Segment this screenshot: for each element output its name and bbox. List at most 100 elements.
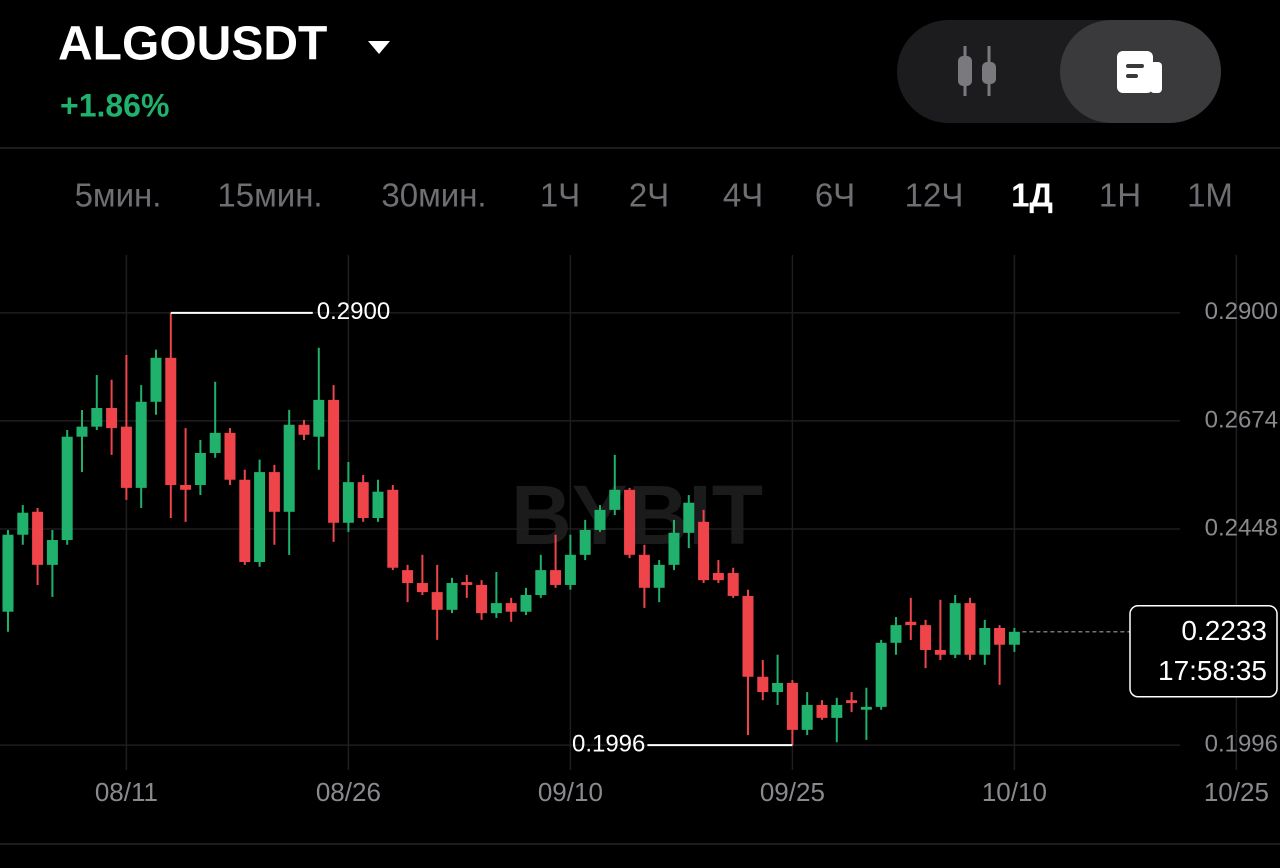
candle-body [416, 583, 428, 593]
timeframe-tab[interactable]: 2Ч [629, 177, 669, 214]
min-label: 0.1996 [572, 730, 645, 757]
timeframe-tab[interactable]: 1Ч [540, 177, 580, 214]
candle-body [653, 564, 665, 588]
timeframe-tab[interactable]: 1М [1187, 177, 1233, 214]
candle-body [2, 534, 14, 612]
candle-body [135, 401, 147, 488]
y-tick-label: 0.1996 [1205, 730, 1278, 757]
candle-body [505, 603, 517, 612]
countdown: 17:58:35 [1158, 655, 1267, 686]
candle-body [76, 426, 88, 437]
candle-body [979, 627, 991, 655]
max-label: 0.2900 [317, 298, 390, 325]
info-icon[interactable] [1117, 51, 1162, 93]
candle-body [712, 572, 724, 581]
candle-body [757, 676, 769, 693]
candle-body [994, 627, 1006, 645]
candle-icon[interactable] [958, 46, 996, 96]
candle-body [224, 432, 236, 480]
candle-body [846, 700, 858, 704]
x-tick-label: 08/11 [95, 777, 158, 807]
y-tick-label: 0.2674 [1205, 406, 1278, 433]
x-tick-label: 10/25 [1204, 777, 1269, 807]
candle-body [949, 603, 961, 655]
candle-body [772, 682, 784, 693]
candle-body [905, 621, 917, 626]
timeframe-tab[interactable]: 6Ч [815, 177, 855, 214]
candle-body [328, 399, 340, 523]
candle-body [535, 570, 547, 595]
candle-body [668, 532, 680, 565]
candle-body [860, 706, 872, 710]
timeframe-tab[interactable]: 5мин. [75, 177, 162, 214]
candle-body [624, 489, 636, 555]
candle-body [209, 432, 221, 453]
timeframe-tab[interactable]: 30мин. [381, 177, 486, 214]
x-tick-label: 09/25 [760, 777, 825, 807]
candle-body [372, 491, 384, 518]
candle-body [283, 424, 295, 512]
candle-body [357, 482, 369, 518]
candle-body [61, 436, 73, 540]
candle-body [550, 570, 562, 585]
candle-body [17, 512, 29, 535]
candle-body [402, 570, 414, 584]
candle-body [579, 529, 591, 555]
y-tick-label: 0.2900 [1205, 298, 1278, 325]
candle-body [91, 408, 103, 427]
x-tick-label: 08/26 [316, 777, 381, 807]
candle-body [727, 572, 739, 596]
candle-body [875, 642, 887, 707]
timeframe-tab[interactable]: 15мин. [217, 177, 322, 214]
watermark: BYBIT [511, 468, 763, 562]
candle-body [120, 426, 132, 488]
candle-body [934, 649, 946, 655]
candle-body [890, 625, 902, 643]
candle-body [194, 452, 206, 486]
candle-body [32, 511, 44, 565]
last-price-box [1129, 605, 1278, 698]
candle-body [387, 489, 399, 568]
candle-body [106, 408, 118, 429]
candle-body [461, 582, 473, 585]
candle-body [594, 509, 606, 530]
symbol-dropdown[interactable] [368, 41, 390, 54]
candle-body [831, 704, 843, 718]
candle-body [964, 603, 976, 655]
candle-body [698, 521, 710, 581]
candle-body [165, 357, 177, 486]
candle-body [150, 357, 162, 402]
candle-body [313, 399, 325, 437]
candle-body [46, 539, 58, 565]
timeframe-tab[interactable]: 4Ч [723, 177, 763, 214]
candle-body [742, 595, 754, 677]
timeframe-tab[interactable]: 12Ч [905, 177, 964, 214]
candle-body [683, 502, 695, 533]
price-change: +1.86% [60, 87, 169, 123]
candle-body [431, 592, 443, 610]
candle-body [268, 472, 280, 512]
candle-body [239, 479, 251, 562]
y-tick-label: 0.2448 [1205, 514, 1278, 541]
candle-body [446, 583, 458, 610]
candle-body [342, 482, 354, 523]
x-tick-label: 09/10 [538, 777, 603, 807]
candle-body [638, 554, 650, 588]
symbol[interactable]: ALGOUSDT [58, 18, 327, 71]
last-price-label: 0.2233 [1181, 615, 1267, 646]
candle-body [816, 704, 828, 718]
candle-body [490, 603, 502, 614]
candle-body [298, 424, 310, 435]
candle-body [609, 489, 621, 510]
candle-body [180, 485, 192, 490]
candle-body [1008, 631, 1020, 645]
timeframe-tab[interactable]: 1Д [1011, 177, 1053, 214]
candle-body [254, 472, 266, 562]
timeframe-tab[interactable]: 1Н [1099, 177, 1141, 214]
candle-body [920, 625, 932, 650]
candle-body [564, 554, 576, 585]
candle-body [476, 584, 488, 614]
x-tick-label: 10/10 [982, 777, 1047, 807]
candle-body [801, 704, 813, 730]
